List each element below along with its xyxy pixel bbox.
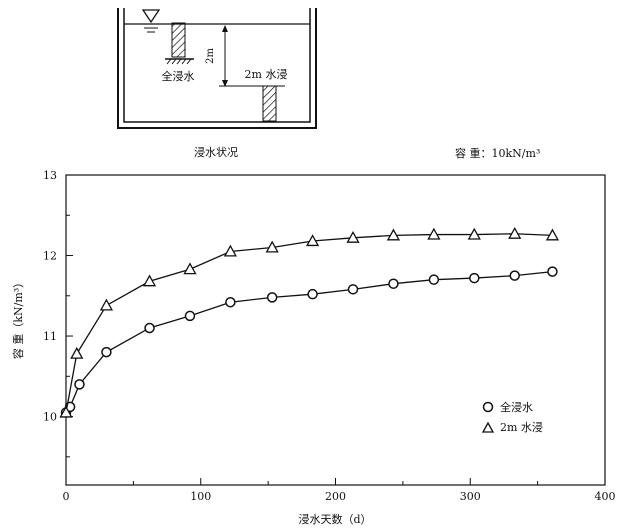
series-layer	[59, 226, 560, 418]
label-full-immersion: 全浸水	[162, 69, 195, 83]
legend-triangle-icon	[481, 421, 495, 433]
data-point-triangle	[467, 227, 481, 240]
data-point-circle	[428, 274, 440, 285]
x-tick-label: 100	[190, 490, 211, 503]
specimen-full-immersion	[171, 22, 186, 58]
data-point-triangle	[99, 298, 114, 311]
data-point-circle	[509, 270, 520, 281]
data-point-triangle	[223, 244, 237, 257]
data-point-circle	[469, 272, 480, 284]
legend: 全浸水 2m 水浸	[481, 400, 543, 434]
y-axis: 10 11 12 13	[43, 169, 73, 458]
y-tick-label: 10	[43, 411, 57, 424]
x-tick-label: 300	[460, 490, 481, 503]
data-point-circle	[388, 278, 399, 289]
data-point-triangle	[265, 240, 279, 253]
y-axis-label: 容 重（kN/m³）	[11, 277, 25, 359]
data-point-circle	[225, 296, 236, 308]
data-point-triangle	[305, 234, 320, 247]
water-level-icon	[141, 9, 161, 33]
x-axis: 0 100 200 300 400	[63, 478, 616, 503]
label-partial-immersion: 2m 水浸	[245, 68, 288, 81]
series-line-1	[65, 233, 553, 413]
tank-outer-wall	[123, 8, 311, 123]
x-tick-label: 200	[325, 490, 346, 503]
arrow-up-icon	[222, 25, 228, 32]
data-point-triangle	[142, 274, 157, 287]
data-point-triangle	[545, 228, 560, 241]
label-depth: 2m	[205, 48, 216, 64]
x-tick-label: 400	[595, 490, 616, 503]
specimen-partial-immersion	[262, 85, 277, 122]
data-point-triangle	[427, 227, 441, 240]
ground-hatch-icon	[166, 58, 192, 65]
plot-area: 0 100 200 300 400 10 11 12 13	[43, 169, 616, 503]
data-point-triangle	[386, 228, 401, 241]
data-point-circle	[266, 292, 278, 303]
data-point-circle	[547, 266, 558, 277]
legend-label-full: 全浸水	[500, 400, 533, 414]
data-point-triangle	[59, 405, 73, 418]
data-point-triangle	[70, 346, 84, 359]
data-point-circle	[101, 346, 112, 358]
diagram-caption: 浸水状况	[194, 145, 238, 159]
data-point-circle	[74, 379, 85, 390]
data-point-triangle	[508, 226, 522, 239]
arrow-down-icon	[222, 80, 228, 87]
data-point-circle	[307, 288, 318, 300]
data-point-circle	[347, 284, 359, 295]
tank-inner-wall	[117, 8, 317, 129]
data-point-circle	[144, 322, 155, 334]
legend-circle-icon	[482, 401, 494, 413]
legend-label-partial: 2m 水浸	[500, 421, 543, 434]
data-point-triangle	[183, 262, 197, 275]
data-point-circle	[184, 310, 196, 322]
x-axis-label: 浸水天数（d）	[298, 513, 371, 526]
data-point-triangle	[346, 230, 360, 243]
x-tick-label: 0	[63, 490, 70, 503]
chart-annotation: 容 重：10kN/m³	[455, 146, 540, 160]
y-tick-label: 12	[43, 250, 57, 263]
immersion-diagram: 全浸水 2m 2m 水浸 浸水状况	[117, 8, 317, 159]
y-tick-label: 11	[43, 330, 57, 343]
y-tick-label: 13	[43, 169, 57, 182]
